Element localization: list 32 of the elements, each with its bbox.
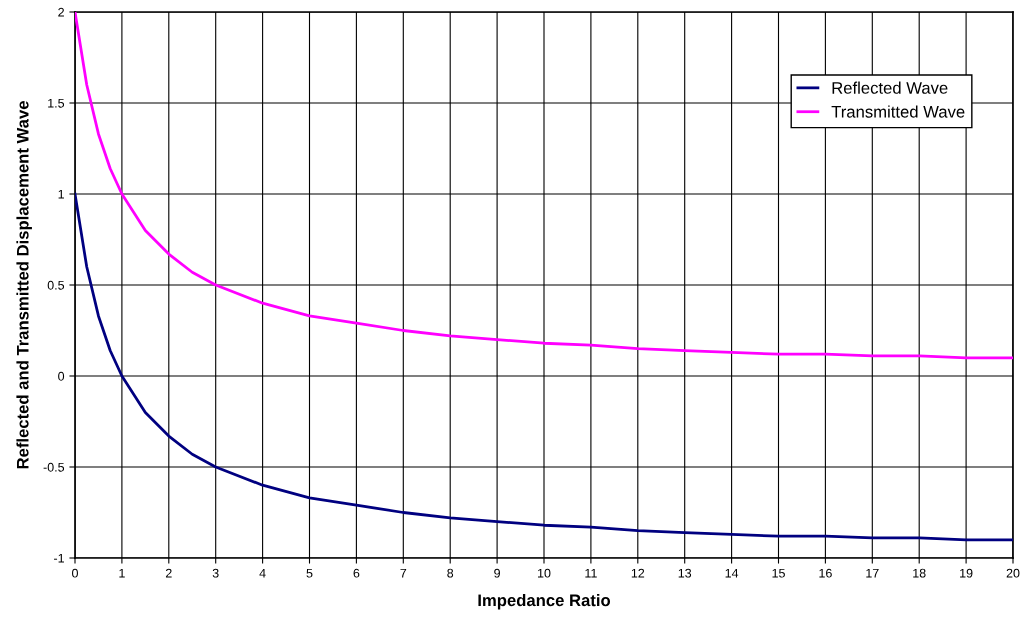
x-tick-label: 9	[494, 568, 500, 578]
y-axis-title: Reflected and Transmitted Displacement Wave	[16, 101, 32, 469]
y-tick-label: 1	[58, 189, 64, 199]
y-tick-label: -0.5	[43, 462, 65, 472]
x-tick-label: 3	[212, 568, 219, 578]
legend-label: Transmitted Wave	[831, 105, 965, 118]
x-axis-title: Impedance Ratio	[478, 593, 611, 610]
x-tick-label: 7	[400, 568, 407, 578]
x-tick-label: 4	[259, 568, 266, 578]
x-tick-label: 2	[165, 568, 172, 578]
x-tick-label: 14	[725, 568, 739, 578]
x-tick-label: 11	[585, 568, 597, 578]
x-tick-label: 5	[306, 568, 313, 578]
y-tick-label: 2	[58, 7, 64, 17]
x-tick-label: 17	[866, 568, 879, 578]
x-tick-label: 13	[678, 568, 692, 578]
x-tick-label: 1	[119, 568, 125, 578]
y-tick-label: -1	[54, 553, 64, 563]
y-tick-label: 1.5	[48, 98, 65, 108]
y-tick-label: 0	[58, 371, 65, 381]
x-tick-label: 20	[1006, 568, 1020, 578]
x-tick-label: 10	[538, 568, 551, 578]
x-tick-label: 0	[72, 568, 78, 578]
x-tick-label: 16	[819, 568, 832, 578]
x-tick-label: 19	[960, 568, 973, 578]
x-tick-label: 6	[353, 568, 360, 578]
x-tick-label: 18	[913, 568, 926, 578]
legend-label: Reflected Wave	[832, 81, 948, 94]
x-tick-label: 12	[631, 568, 645, 578]
y-tick-label: 0.5	[47, 280, 65, 290]
x-tick-label: 15	[772, 568, 785, 578]
x-tick-label: 8	[447, 568, 454, 578]
